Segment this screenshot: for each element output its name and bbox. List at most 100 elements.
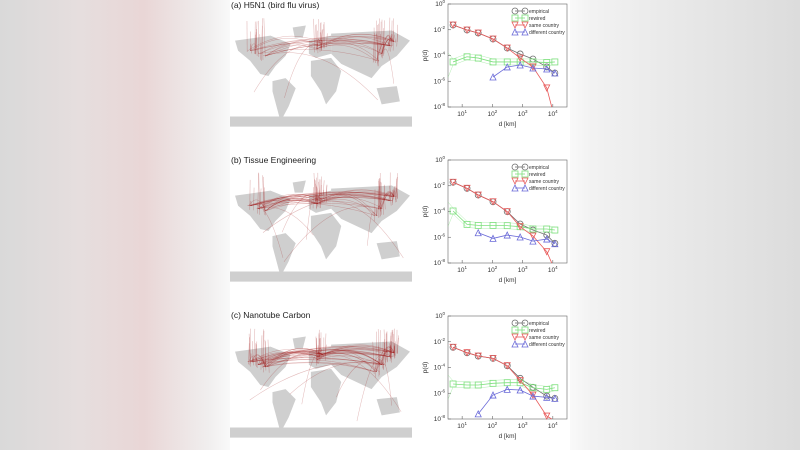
panel-a-title: (a) H5N1 (bird flu virus) bbox=[231, 0, 320, 10]
y-tick-label: 10-4 bbox=[434, 51, 446, 60]
land-south-america bbox=[272, 389, 296, 433]
link-line bbox=[266, 348, 324, 368]
land-north-america bbox=[235, 35, 291, 77]
link-line bbox=[260, 352, 323, 391]
marker-triangle-down bbox=[449, 178, 457, 187]
link-line bbox=[306, 199, 315, 240]
legend-label: same country bbox=[529, 335, 560, 341]
link-line bbox=[256, 341, 258, 368]
link-line bbox=[318, 181, 321, 200]
link-line bbox=[323, 22, 325, 49]
link-line bbox=[393, 186, 395, 200]
link-line bbox=[317, 30, 319, 54]
marker-triangle-down bbox=[529, 232, 537, 240]
link-line bbox=[379, 34, 382, 58]
link-line bbox=[391, 331, 393, 363]
link-line bbox=[318, 350, 322, 357]
y-tick-label: 10-4 bbox=[434, 363, 446, 372]
link-line bbox=[248, 337, 250, 365]
marker-triangle-up bbox=[516, 61, 524, 69]
link-line bbox=[258, 346, 395, 366]
land-south-america bbox=[272, 78, 296, 122]
marker-triangle-down bbox=[449, 21, 457, 29]
land-antarctica bbox=[230, 271, 412, 282]
link-line bbox=[250, 357, 385, 366]
series-line bbox=[452, 346, 552, 420]
marker-triangle-up bbox=[516, 386, 524, 394]
marker-circle bbox=[449, 178, 457, 186]
rewired-band-upper bbox=[447, 52, 555, 60]
link-line bbox=[320, 22, 322, 48]
link-line bbox=[258, 358, 385, 366]
link-line bbox=[397, 335, 399, 354]
link-line bbox=[249, 200, 253, 206]
link-line bbox=[251, 355, 266, 367]
marker-triangle-up bbox=[474, 409, 482, 418]
link-line bbox=[265, 196, 392, 212]
marker-circle bbox=[511, 7, 519, 15]
link-line bbox=[249, 43, 252, 51]
link-line bbox=[261, 18, 263, 61]
link-line bbox=[316, 355, 381, 366]
series-line bbox=[477, 388, 555, 415]
x-tick-label: 102 bbox=[487, 109, 497, 118]
link-line bbox=[315, 180, 317, 209]
land-north-america bbox=[235, 190, 291, 232]
link-line bbox=[326, 33, 328, 48]
link-line bbox=[258, 172, 260, 215]
link-line bbox=[319, 32, 322, 52]
link-line bbox=[318, 179, 321, 209]
link-line bbox=[260, 360, 266, 367]
marker-triangle-up bbox=[529, 392, 537, 400]
x-tick-label: 104 bbox=[548, 265, 558, 274]
link-line bbox=[316, 39, 321, 49]
link-line bbox=[261, 25, 264, 60]
marker-triangle-down bbox=[463, 349, 471, 357]
link-line bbox=[397, 337, 399, 354]
map-a bbox=[230, 17, 412, 127]
land-greenland bbox=[292, 25, 306, 38]
series-line bbox=[478, 232, 556, 245]
link-line bbox=[316, 197, 384, 210]
link-line bbox=[250, 38, 389, 52]
marker-triangle-up bbox=[489, 73, 497, 81]
link-line bbox=[372, 33, 375, 63]
marker-triangle-up bbox=[529, 237, 537, 245]
link-line bbox=[381, 347, 395, 365]
link-line bbox=[313, 18, 315, 53]
link-line bbox=[316, 348, 393, 360]
series-same-country: same country bbox=[449, 21, 560, 108]
link-line bbox=[381, 192, 395, 209]
link-line bbox=[250, 197, 317, 207]
link-line bbox=[391, 20, 393, 48]
marker-square bbox=[511, 326, 519, 334]
marker-triangle-down bbox=[449, 343, 457, 352]
land-asia bbox=[331, 341, 410, 390]
link-line bbox=[322, 350, 377, 373]
x-tick-label: 101 bbox=[457, 265, 467, 274]
link-line bbox=[316, 350, 382, 366]
link-line bbox=[316, 36, 396, 49]
link-line bbox=[250, 40, 393, 52]
legend-label: same country bbox=[529, 23, 560, 29]
marker-triangle-down bbox=[463, 26, 471, 34]
y-axis-label: p(d) bbox=[422, 50, 429, 62]
link-line bbox=[395, 185, 397, 203]
link-line bbox=[316, 43, 383, 55]
link-line bbox=[385, 341, 387, 363]
link-line bbox=[255, 344, 258, 368]
y-tick-label: 10-2 bbox=[434, 25, 446, 34]
link-line bbox=[267, 351, 324, 368]
x-tick-label: 101 bbox=[457, 109, 467, 118]
marker-triangle-up bbox=[521, 28, 529, 36]
link-line bbox=[377, 329, 380, 375]
link-line bbox=[389, 348, 393, 357]
marker-square bbox=[503, 58, 511, 66]
marker-triangle-down bbox=[503, 208, 511, 216]
x-tick-label: 103 bbox=[518, 109, 528, 118]
marker-triangle-down bbox=[503, 44, 511, 52]
marker-triangle-down bbox=[543, 84, 551, 92]
marker-square bbox=[529, 225, 537, 233]
marker-circle bbox=[516, 50, 524, 58]
land-south-america bbox=[272, 233, 296, 277]
